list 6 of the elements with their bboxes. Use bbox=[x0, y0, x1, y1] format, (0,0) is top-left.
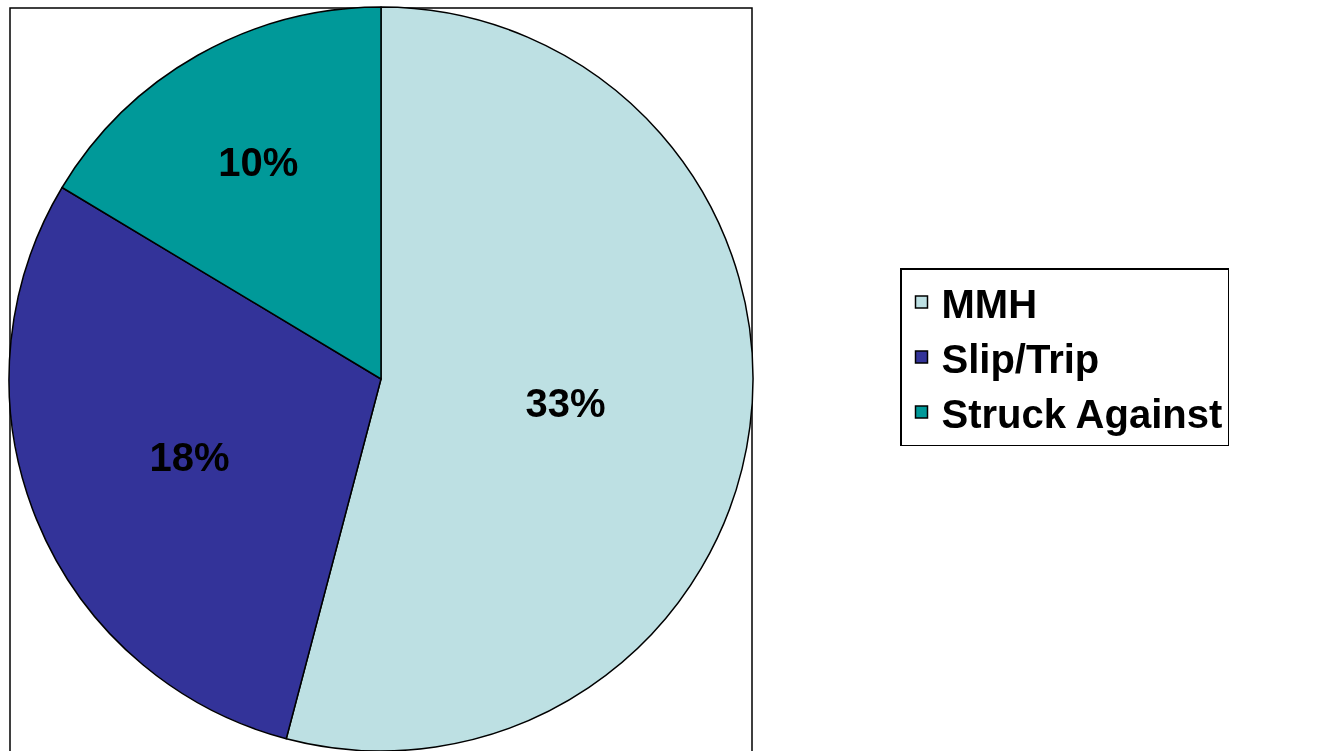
data-label: 33% bbox=[525, 380, 606, 425]
data-label: 10% bbox=[218, 140, 299, 185]
legend-label: Slip/Trip bbox=[941, 336, 1100, 381]
legend-label: Struck Against bbox=[941, 391, 1223, 436]
data-label: 18% bbox=[149, 434, 230, 479]
legend-label: MMH bbox=[941, 281, 1038, 326]
